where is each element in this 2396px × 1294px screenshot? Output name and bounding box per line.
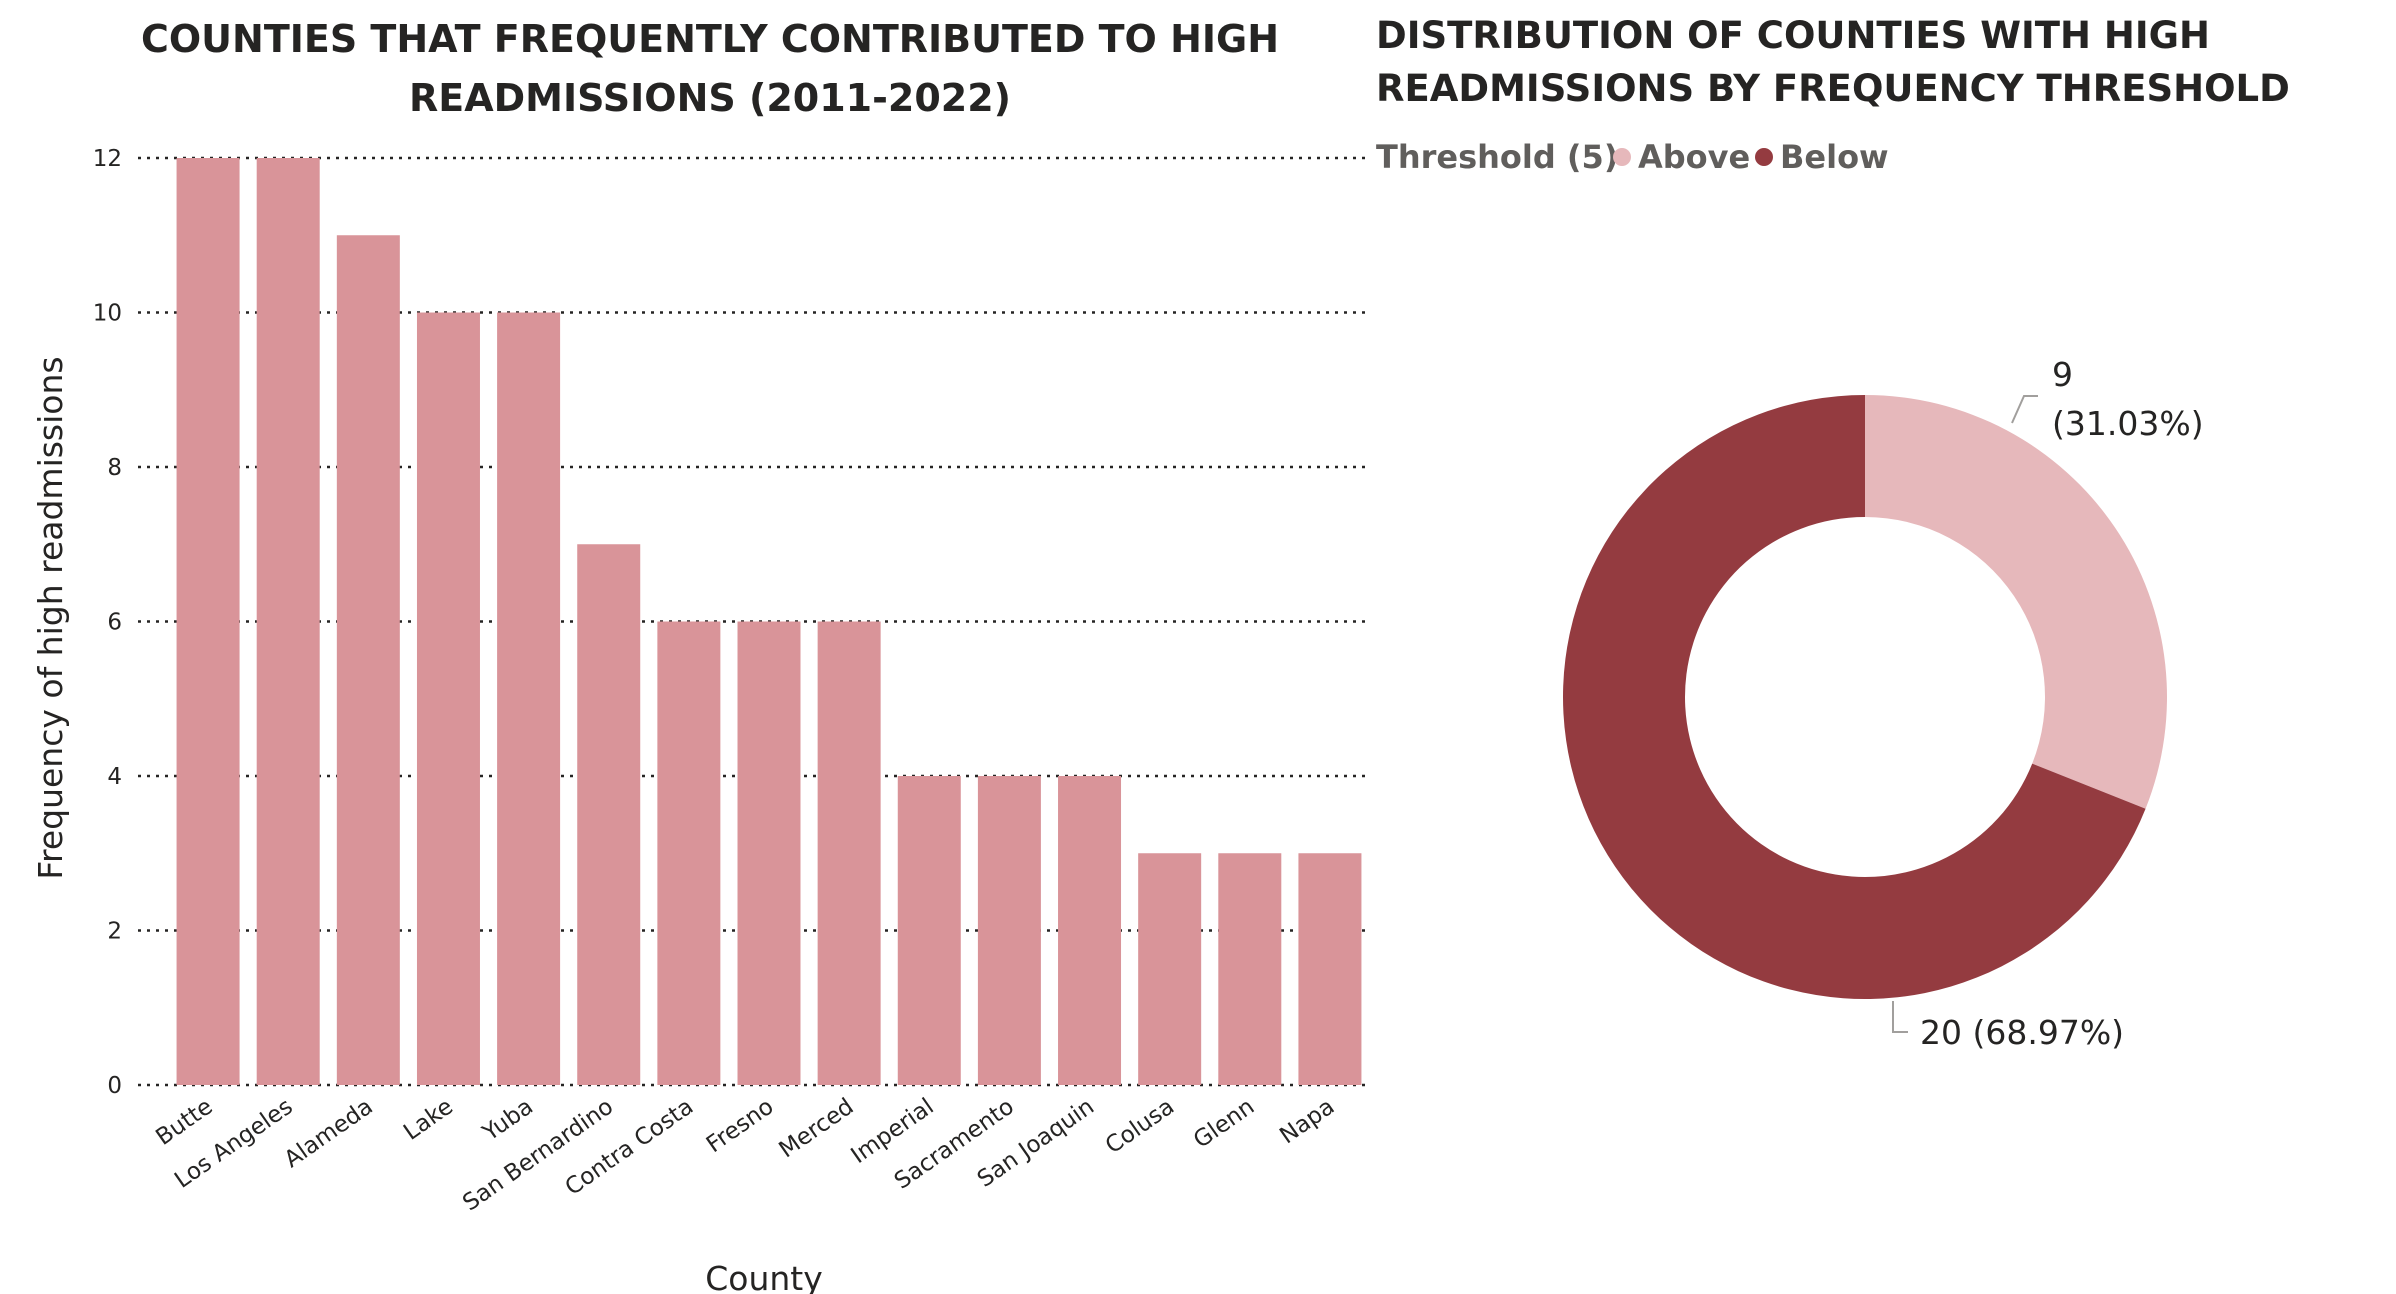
legend-label-below: Below [1780, 138, 1889, 176]
bar [1058, 776, 1122, 1085]
x-tick-label: Fresno [702, 1094, 779, 1158]
bar-chart-title-line-1: COUNTIES THAT FREQUENTLY CONTRIBUTED TO … [141, 17, 1279, 61]
x-tick-label: Napa [1275, 1094, 1339, 1150]
x-tick-label: Yuba [478, 1094, 539, 1147]
x-tick-label: Lake [399, 1094, 458, 1146]
y-tick-label: 12 [93, 146, 122, 172]
bar-chart-y-ticks: 0 2 4 6 8 10 12 [93, 146, 122, 1099]
bar-chart-x-axis-label: County [705, 1259, 823, 1294]
y-tick-label: 0 [107, 1073, 122, 1099]
bar [897, 776, 961, 1085]
donut-chart-title-line-2: READMISSIONS BY FREQUENCY THRESHOLD [1376, 67, 2290, 110]
bar [497, 312, 561, 1085]
x-tick-label: Colusa [1101, 1094, 1179, 1160]
bar [977, 776, 1041, 1085]
x-tick-label: Glenn [1189, 1094, 1259, 1154]
data-label-above-line-1: 9 [2052, 355, 2073, 394]
donut-legend-title: Threshold (5) [1376, 138, 1618, 176]
bar-chart: COUNTIES THAT FREQUENTLY CONTRIBUTED TO … [31, 17, 1370, 1294]
donut-slice-below [1563, 395, 2146, 1000]
bar [336, 235, 400, 1085]
donut-chart: DISTRIBUTION OF COUNTIES WITH HIGH READM… [1376, 14, 2290, 1052]
y-tick-label: 8 [107, 455, 122, 481]
leader-line-above [2011, 395, 2038, 424]
bar [416, 312, 480, 1085]
y-tick-label: 6 [107, 610, 122, 636]
x-tick-label: Merced [775, 1094, 859, 1164]
x-tick-label: Alameda [280, 1094, 378, 1173]
legend-marker-above [1613, 148, 1631, 166]
bar [1298, 853, 1362, 1085]
bar-chart-bars [176, 158, 1362, 1085]
bar [817, 621, 881, 1085]
x-tick-label: Butte [151, 1094, 217, 1151]
bar-chart-title-line-2: READMISSIONS (2011-2022) [409, 76, 1011, 120]
donut-chart-title-line-1: DISTRIBUTION OF COUNTIES WITH HIGH [1376, 14, 2210, 57]
bar [256, 158, 320, 1085]
leader-line-below [1892, 1001, 1908, 1033]
bar [1138, 853, 1202, 1085]
bar [577, 544, 641, 1085]
y-tick-label: 4 [107, 764, 122, 790]
donut-data-labels: 9 (31.03%) 20 (68.97%) [1892, 355, 2204, 1052]
bar [657, 621, 721, 1085]
legend-marker-below [1755, 148, 1773, 166]
y-tick-label: 10 [93, 301, 122, 327]
bar-chart-y-axis-label: Frequency of high readmissions [31, 356, 70, 879]
data-label-above-line-2: (31.03%) [2052, 404, 2204, 443]
donut-slices [1563, 395, 2167, 1000]
bar [176, 158, 240, 1085]
y-tick-label: 2 [107, 919, 122, 945]
donut-legend: Threshold (5) Above Below [1376, 138, 1889, 176]
data-label-below: 20 (68.97%) [1920, 1013, 2124, 1052]
legend-label-above: Above [1638, 138, 1750, 176]
donut-slice-above [1865, 395, 2167, 809]
bar [1218, 853, 1282, 1085]
bar [737, 621, 801, 1085]
